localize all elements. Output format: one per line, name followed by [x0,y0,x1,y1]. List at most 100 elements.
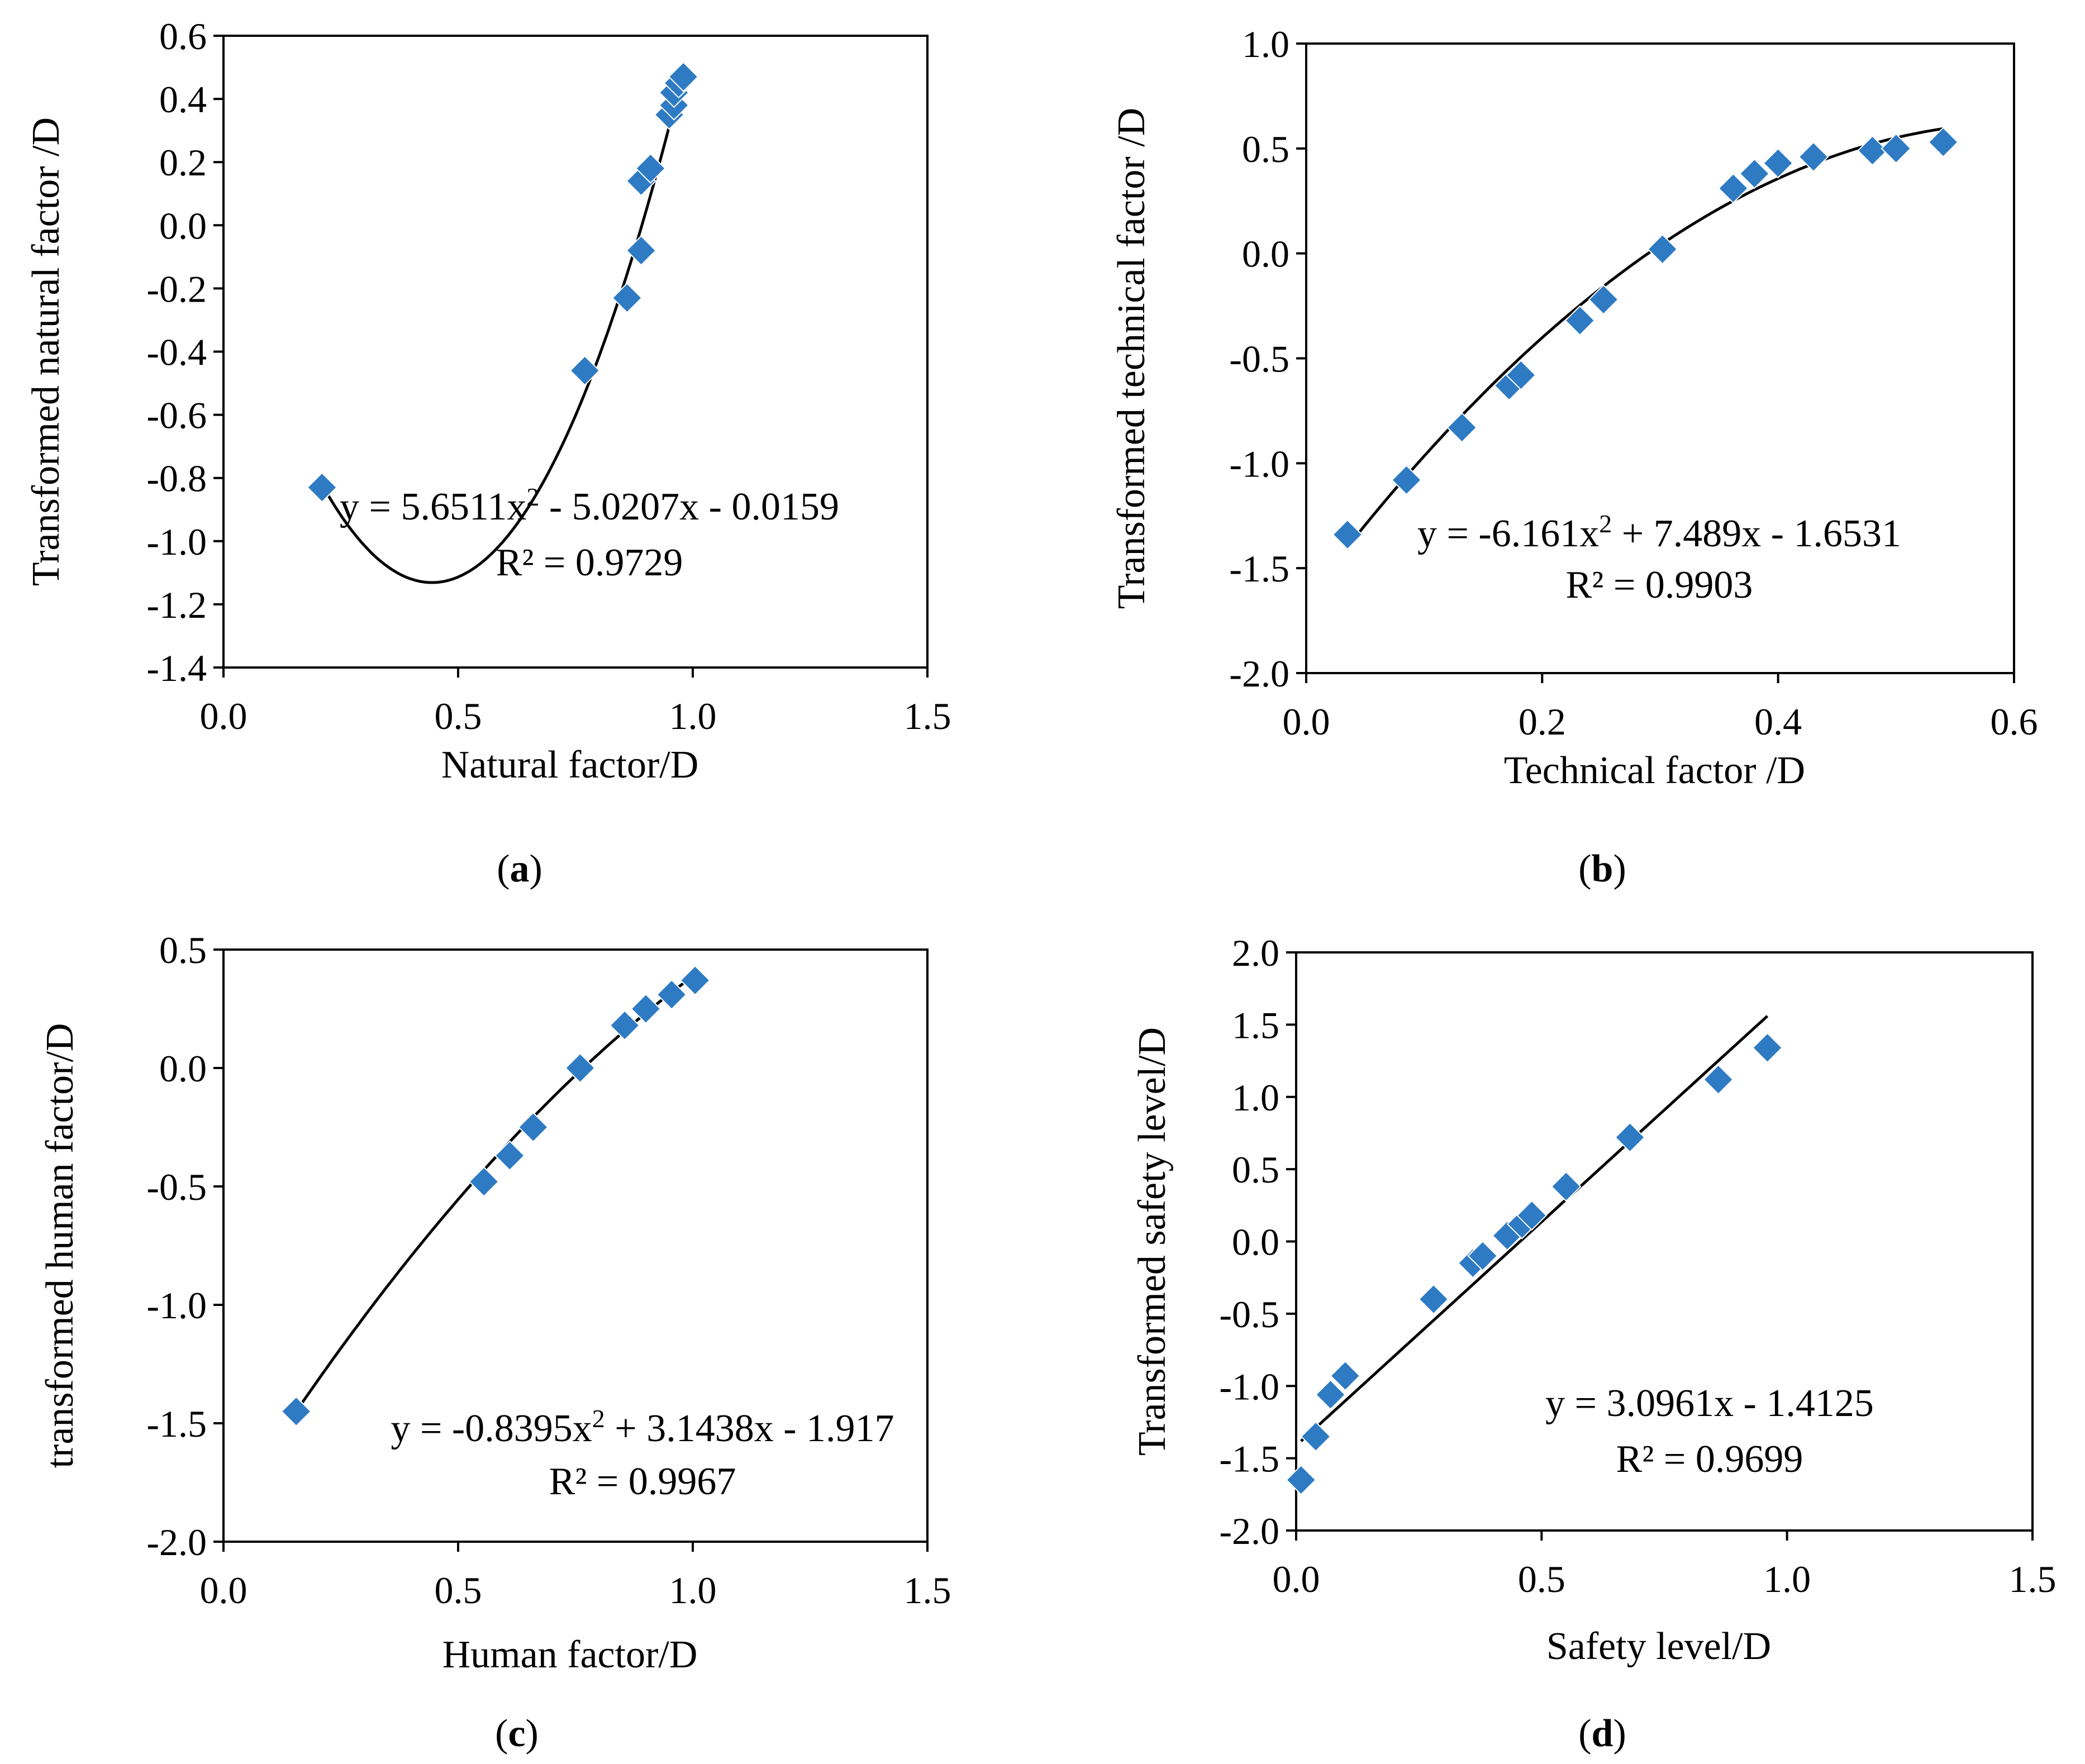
data-point-marker [635,153,666,184]
data-point-marker [1315,1379,1346,1410]
data-point-marker [1516,1200,1548,1231]
panel-label: (c) [495,1712,539,1755]
data-point-marker [1798,141,1829,173]
y-tick-label: -2.0 [146,1521,207,1563]
y-tick-label: 0.2 [159,141,207,184]
data-point-marker [1615,1122,1645,1153]
y-axis-label: Transformed safety level/D [1131,1027,1174,1456]
r-squared-label: R² = 0.9729 [496,541,683,584]
data-point-marker [668,61,699,92]
data-point-marker [1857,135,1888,166]
y-tick-label: 0.5 [159,929,207,971]
data-point-marker [1647,233,1678,265]
y-tick-label: 2.0 [1232,932,1279,974]
data-point-marker [564,1052,596,1084]
y-tick-label: 1.0 [1232,1076,1279,1119]
y-axis-label: transformed human factor/D [39,1023,82,1469]
y-tick-label: -2.0 [1219,1510,1279,1552]
data-point-marker [609,1010,640,1041]
fit-curve [295,973,696,1413]
x-tick-label: 1.5 [904,1569,951,1612]
x-tick-label: 0.2 [1518,700,1566,743]
x-tick-label: 0.6 [1991,700,2038,743]
x-axis-label: Natural factor/D [441,743,699,786]
y-tick-label: 1.0 [1242,23,1289,65]
data-point-marker [468,1166,499,1197]
panel-b: -2.0 -1.5 -1.0 -0.5 0.0 0.5 1.0 0.0 0.2 0.4 0.6 Tec… [1110,23,2038,890]
data-point-marker [679,965,711,996]
data-point-marker [1739,158,1770,189]
data-point-marker [306,472,337,503]
y-tick-label: 1.5 [1232,1004,1279,1046]
x-tick-label: 0.0 [1273,1558,1320,1600]
regression-equation: y = 5.6511x2 - 5.0207x - 0.0159 [340,483,839,529]
plot-frame [222,948,929,1543]
panel-label: (d) [1578,1712,1626,1755]
y-tick-label: -1.5 [146,1403,207,1445]
r-squared-label: R² = 0.9699 [1616,1438,1803,1481]
y-tick-label: -0.6 [146,394,207,437]
data-point-marker [1505,360,1536,390]
panel-d: -2.0 -1.5 -1.0 -0.5 0.0 0.5 1.0 1.5 2.0 0.0 0.5 1.0… [1131,932,2057,1755]
data-point-marker [656,979,687,1010]
data-point-marker [1927,127,1959,158]
data-point-marker [1467,1240,1498,1271]
r-squared-label: R² = 0.9967 [549,1460,736,1503]
data-point-marker [1286,1465,1317,1495]
x-tick-label: 1.5 [2009,1558,2057,1600]
x-tick-label: 0.5 [435,1569,482,1612]
data-point-marker [1391,464,1422,495]
data-point-marker [611,282,642,313]
panel-label: (b) [1578,847,1626,890]
y-tick-label: -1.2 [146,584,207,626]
data-point-marker [569,355,601,386]
y-tick-label: 0.0 [1242,233,1289,275]
data-point-marker [1718,173,1749,204]
data-point-marker [1588,284,1619,315]
panel-c: -2.0 -1.5 -1.0 -0.5 0.0 0.5 0.0 0.5 1.0 1.5 Human … [39,929,951,1755]
y-tick-label: 0.0 [1232,1221,1279,1264]
x-tick-label: 1.0 [669,1569,717,1612]
x-tick-label: 0.5 [1518,1558,1565,1600]
y-tick-label: 0.5 [1232,1148,1279,1191]
data-point-marker [1752,1032,1783,1064]
x-tick-label: 1.0 [1763,1558,1811,1600]
y-tick-label: -1.5 [1219,1438,1279,1480]
y-tick-label: 0.6 [159,15,207,58]
y-tick-label: -0.4 [146,331,207,374]
y-tick-label: -1.0 [1229,442,1289,485]
y-tick-label: -0.2 [146,268,207,310]
x-axis-label: Human factor/D [442,1633,698,1676]
y-tick-label: -0.8 [146,457,207,500]
x-tick-label: 1.5 [904,695,951,737]
fit-curve [1300,1015,1769,1442]
regression-equation: y = -0.8395x2 + 3.1438x - 1.917 [391,1404,894,1451]
x-tick-label: 0.4 [1754,700,1802,743]
x-tick-label: 1.0 [669,695,717,737]
data-point-marker [494,1140,525,1171]
data-point-marker [1763,147,1794,179]
y-tick-label: -1.0 [1219,1365,1279,1408]
y-tick-label: -0.5 [146,1166,207,1208]
data-point-marker [1330,1360,1361,1391]
y-tick-label: 0.0 [159,1047,207,1090]
data-point-marker [1703,1064,1734,1095]
data-point-marker [517,1112,549,1143]
y-axis-label: Transformed technical factor /D [1110,108,1153,609]
data-point-marker [1446,412,1478,443]
data-point-marker [1550,1171,1582,1202]
r-squared-label: R² = 0.9903 [1566,564,1753,607]
x-tick-label: 0.0 [200,695,247,737]
y-tick-label: 0.0 [159,204,207,247]
data-point-marker [1300,1421,1331,1452]
y-tick-label: 0.5 [1242,128,1289,170]
data-point-marker [1881,133,1912,164]
regression-equation: y = 3.0961x - 1.4125 [1545,1382,1874,1425]
y-tick-label: -1.4 [146,647,207,689]
fit-curve [321,69,685,584]
data-point-marker [1332,519,1363,550]
panel-label: (a) [497,847,542,890]
y-tick-label: -0.5 [1229,338,1289,380]
y-axis-label: Transformed natural factor /D [25,117,68,586]
